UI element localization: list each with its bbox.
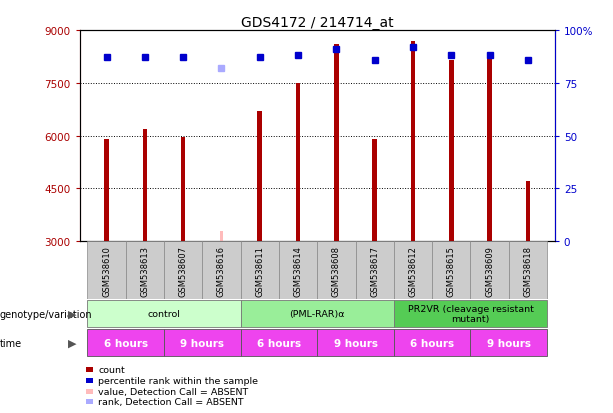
Bar	[202, 242, 241, 299]
Bar	[164, 330, 241, 356]
Bar	[241, 242, 279, 299]
Text: GSM538613: GSM538613	[140, 245, 150, 296]
Bar	[219, 231, 223, 242]
Bar	[126, 242, 164, 299]
Bar	[449, 61, 454, 242]
Bar	[394, 330, 471, 356]
Text: ▶: ▶	[68, 338, 77, 348]
Bar	[432, 242, 471, 299]
Text: 6 hours: 6 hours	[257, 338, 301, 348]
Bar	[526, 182, 530, 242]
Text: GSM538608: GSM538608	[332, 245, 341, 296]
Text: 6 hours: 6 hours	[104, 338, 148, 348]
Bar	[487, 59, 492, 242]
Text: GSM538615: GSM538615	[447, 245, 456, 296]
Bar	[394, 301, 547, 327]
Bar	[411, 42, 416, 242]
Text: GSM538611: GSM538611	[255, 245, 264, 296]
Bar	[373, 140, 377, 242]
Text: time: time	[0, 338, 22, 348]
Text: PR2VR (cleavage resistant
mutant): PR2VR (cleavage resistant mutant)	[408, 304, 533, 323]
Text: 6 hours: 6 hours	[410, 338, 454, 348]
Text: ▶: ▶	[68, 309, 77, 319]
Bar	[142, 129, 147, 242]
Bar	[471, 330, 547, 356]
Bar	[104, 140, 109, 242]
Text: percentile rank within the sample: percentile rank within the sample	[98, 376, 258, 385]
Bar	[471, 242, 509, 299]
Title: GDS4172 / 214714_at: GDS4172 / 214714_at	[241, 16, 394, 30]
Text: 9 hours: 9 hours	[487, 338, 531, 348]
Bar	[279, 242, 318, 299]
Text: GSM538612: GSM538612	[408, 245, 417, 296]
Bar	[257, 112, 262, 242]
Text: genotype/variation: genotype/variation	[0, 309, 93, 319]
Bar	[241, 301, 394, 327]
Text: GSM538607: GSM538607	[178, 245, 188, 296]
Bar	[241, 330, 318, 356]
Bar	[296, 83, 300, 242]
Bar	[87, 330, 164, 356]
Text: (PML-RAR)α: (PML-RAR)α	[289, 309, 345, 318]
Text: control: control	[148, 309, 180, 318]
Text: 9 hours: 9 hours	[333, 338, 378, 348]
Text: GSM538610: GSM538610	[102, 245, 111, 296]
Bar	[164, 242, 202, 299]
Bar	[334, 45, 339, 242]
Bar	[87, 242, 126, 299]
Text: GSM538617: GSM538617	[370, 245, 379, 296]
Text: GSM538609: GSM538609	[485, 245, 494, 296]
Bar	[181, 138, 186, 242]
Text: GSM538616: GSM538616	[217, 245, 226, 296]
Text: 9 hours: 9 hours	[180, 338, 224, 348]
Text: count: count	[98, 365, 125, 374]
Text: rank, Detection Call = ABSENT: rank, Detection Call = ABSENT	[98, 397, 244, 406]
Bar	[318, 330, 394, 356]
Bar	[356, 242, 394, 299]
Text: GSM538614: GSM538614	[294, 245, 303, 296]
Bar	[318, 242, 356, 299]
Text: value, Detection Call = ABSENT: value, Detection Call = ABSENT	[98, 387, 248, 396]
Text: GSM538618: GSM538618	[524, 245, 533, 296]
Bar	[87, 301, 241, 327]
Bar	[509, 242, 547, 299]
Bar	[394, 242, 432, 299]
